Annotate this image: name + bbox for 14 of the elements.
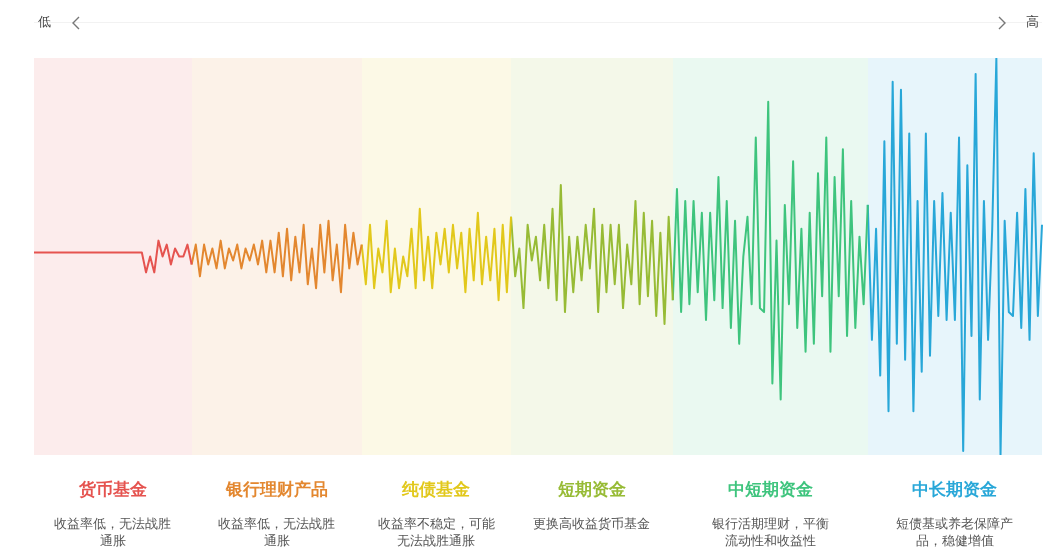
text: 收益率低，无法战胜通胀 bbox=[53, 515, 173, 549]
text: 银行理财产品 bbox=[224, 478, 329, 501]
text: 收益率低，无法战胜通胀 bbox=[217, 515, 337, 549]
text: 短债基或养老保障产品，稳健增值 bbox=[895, 515, 1015, 549]
text: 高 bbox=[1026, 13, 1039, 31]
text: 短期资金 bbox=[556, 478, 627, 501]
text: 低 bbox=[38, 13, 51, 31]
text: 中短期资金 bbox=[726, 478, 814, 501]
text: 纯债基金 bbox=[401, 478, 472, 501]
text: 收益率不稳定，可能无法战胜通胀 bbox=[376, 515, 496, 549]
text: 货币基金 bbox=[77, 478, 148, 501]
series-label: 中长期资金 bbox=[911, 478, 999, 501]
text: 更换高收益货币基金 bbox=[532, 515, 652, 532]
text: 银行活期理财，平衡流动性和收益性 bbox=[710, 515, 830, 549]
